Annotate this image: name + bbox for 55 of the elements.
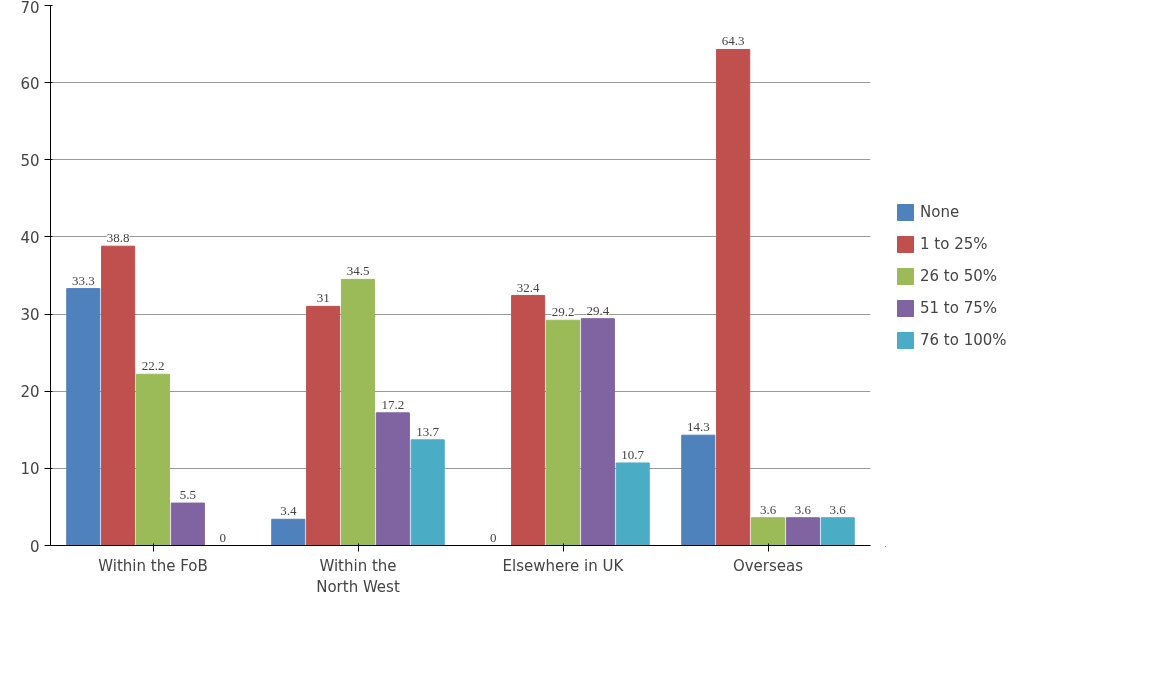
bar	[511, 295, 546, 546]
x-tick-label: Within the FoB	[98, 556, 208, 575]
legend-label: 51 to 75%	[920, 298, 998, 317]
x-tick-label: Within the North West	[316, 556, 400, 597]
x-tick-label: Overseas	[732, 556, 804, 575]
bar	[340, 278, 376, 546]
data-label: 10.7	[621, 446, 645, 462]
bar	[750, 517, 786, 546]
data-label: 3.6	[829, 501, 847, 517]
bar	[170, 502, 205, 546]
data-label: 64.3	[721, 33, 745, 49]
bar	[820, 517, 855, 546]
data-label: 38.8	[106, 230, 130, 246]
bar	[785, 517, 820, 546]
data-label: 29.4	[586, 302, 610, 318]
data-label: 0	[490, 529, 497, 545]
legend-label: 1 to 25%	[920, 234, 988, 253]
bar	[375, 412, 410, 546]
data-label: 14.3	[686, 419, 710, 435]
legend-label: 76 to 100%	[920, 330, 1007, 349]
y-tick-label: 30	[20, 306, 40, 325]
y-tick-label: 40	[20, 228, 40, 247]
bar	[716, 48, 751, 546]
data-label: 29.2	[551, 304, 575, 320]
y-tick-label: 70	[20, 0, 40, 17]
y-tick-label: 60	[20, 74, 40, 93]
bar	[271, 518, 306, 546]
x-tick-label: Elsewhere in UK	[502, 556, 625, 575]
bar	[306, 305, 341, 546]
data-label: 3.6	[759, 501, 777, 517]
y-tick-label: 10	[20, 460, 40, 479]
bar	[135, 373, 171, 546]
data-label: 22.2	[141, 358, 165, 374]
bar	[681, 434, 716, 546]
data-label: 0	[219, 529, 226, 545]
bar	[410, 439, 445, 546]
data-label: 3.6	[794, 501, 812, 517]
data-label: 31	[316, 290, 330, 306]
data-label: 3.4	[280, 503, 297, 519]
y-tick-label: 0	[29, 537, 40, 556]
legend-label: 26 to 50%	[920, 266, 998, 285]
bar	[580, 318, 615, 546]
data-label: 5.5	[179, 487, 196, 503]
data-label: 17.2	[381, 396, 405, 412]
legend-label: None	[920, 202, 960, 221]
y-tick-label: 50	[20, 151, 40, 170]
y-tick-label: 20	[20, 383, 40, 402]
bar	[66, 288, 101, 546]
data-label: 33.3	[71, 272, 95, 288]
bar	[101, 245, 136, 546]
data-label: 32.4	[516, 279, 541, 295]
data-label: 13.7	[416, 423, 440, 439]
bar	[545, 319, 581, 546]
bar	[615, 462, 650, 546]
data-label: 34.5	[346, 263, 370, 279]
